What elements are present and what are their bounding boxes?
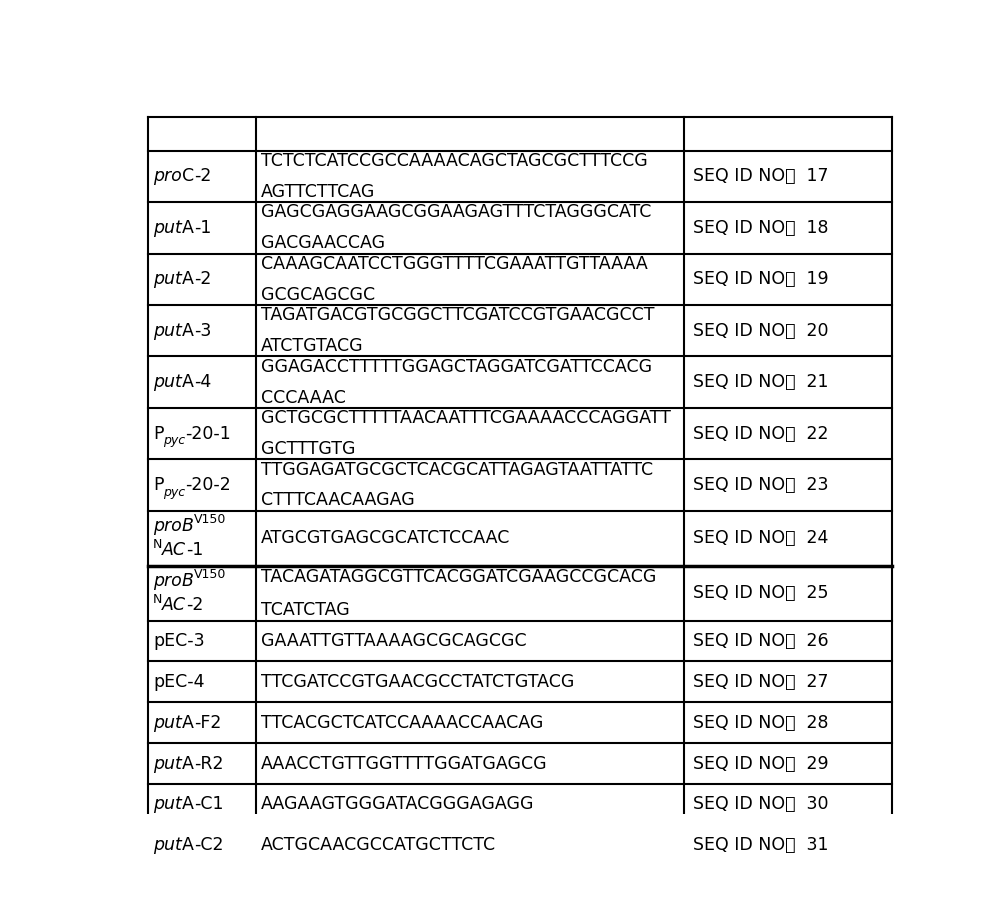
Text: GACGAACCAG: GACGAACCAG bbox=[261, 234, 385, 253]
Text: AGTTCTTCAG: AGTTCTTCAG bbox=[261, 183, 375, 200]
Text: SEQ ID NO：  29: SEQ ID NO： 29 bbox=[693, 755, 829, 772]
Text: SEQ ID NO：  25: SEQ ID NO： 25 bbox=[693, 584, 829, 602]
Text: -4: -4 bbox=[194, 373, 211, 391]
Text: pro: pro bbox=[153, 572, 182, 590]
Text: put: put bbox=[153, 322, 182, 339]
Text: put: put bbox=[153, 795, 182, 813]
Text: put: put bbox=[153, 755, 182, 772]
Text: -2: -2 bbox=[194, 167, 211, 186]
Text: GCTGCGCTTTTTAACAATTTCGAAAACCCAGGATT: GCTGCGCTTTTTAACAATTTCGAAAACCCAGGATT bbox=[261, 409, 671, 427]
Text: A: A bbox=[182, 714, 194, 732]
Text: SEQ ID NO：  24: SEQ ID NO： 24 bbox=[693, 529, 829, 547]
Text: ATCTGTACG: ATCTGTACG bbox=[261, 337, 363, 355]
Text: GAAATTGTTAAAAGCGCAGCGC: GAAATTGTTAAAAGCGCAGCGC bbox=[261, 632, 526, 650]
Text: put: put bbox=[153, 373, 182, 391]
Text: SEQ ID NO：  21: SEQ ID NO： 21 bbox=[693, 373, 829, 391]
Text: AAACCTGTTGGTTTTGGATGAGCG: AAACCTGTTGGTTTTGGATGAGCG bbox=[261, 755, 547, 772]
Text: ATGCGTGAGCGCATCTCCAAC: ATGCGTGAGCGCATCTCCAAC bbox=[261, 529, 510, 547]
Text: P: P bbox=[153, 425, 163, 443]
Text: pEC-4: pEC-4 bbox=[153, 673, 204, 691]
Text: SEQ ID NO：  27: SEQ ID NO： 27 bbox=[693, 673, 829, 691]
Text: A: A bbox=[182, 322, 194, 339]
Text: -3: -3 bbox=[194, 322, 211, 339]
Text: -1: -1 bbox=[186, 542, 204, 559]
Text: CTTTCAACAAGAG: CTTTCAACAAGAG bbox=[261, 491, 415, 510]
Text: A: A bbox=[182, 219, 194, 237]
Text: GAGCGAGGAAGCGGAAGAGTTTCTAGGGCATC: GAGCGAGGAAGCGGAAGAGTTTCTAGGGCATC bbox=[261, 203, 651, 221]
Text: C: C bbox=[182, 167, 194, 186]
Text: AAGAAGTGGGATACGGGAGAGG: AAGAAGTGGGATACGGGAGAGG bbox=[261, 795, 534, 813]
Text: TTCACGCTCATCCAAAACCAACAG: TTCACGCTCATCCAAAACCAACAG bbox=[261, 714, 543, 732]
Text: A: A bbox=[182, 755, 194, 772]
Text: pEC-3: pEC-3 bbox=[153, 632, 205, 650]
Text: P: P bbox=[153, 476, 163, 494]
Text: SEQ ID NO：  30: SEQ ID NO： 30 bbox=[693, 795, 829, 813]
Text: TTGGAGATGCGCTCACGCATTAGAGTAATTATTC: TTGGAGATGCGCTCACGCATTAGAGTAATTATTC bbox=[261, 460, 653, 479]
Text: TTCGATCCGTGAACGCCTATCTGTACG: TTCGATCCGTGAACGCCTATCTGTACG bbox=[261, 673, 574, 691]
Text: -20-1: -20-1 bbox=[186, 425, 231, 443]
Text: A: A bbox=[182, 795, 194, 813]
Text: SEQ ID NO：  31: SEQ ID NO： 31 bbox=[693, 836, 829, 855]
Text: SEQ ID NO：  20: SEQ ID NO： 20 bbox=[693, 322, 829, 339]
Text: AC: AC bbox=[162, 597, 186, 614]
Text: SEQ ID NO：  26: SEQ ID NO： 26 bbox=[693, 632, 829, 650]
Text: GCGCAGCGC: GCGCAGCGC bbox=[261, 285, 375, 304]
Text: SEQ ID NO：  17: SEQ ID NO： 17 bbox=[693, 167, 829, 186]
Text: CAAAGCAATCCTGGGTTTTCGAAATTGTTAAAA: CAAAGCAATCCTGGGTTTTCGAAATTGTTAAAA bbox=[261, 254, 648, 273]
Text: A: A bbox=[182, 270, 194, 288]
Text: pyc: pyc bbox=[163, 486, 186, 499]
Text: -F2: -F2 bbox=[194, 714, 221, 732]
Text: AC: AC bbox=[162, 542, 186, 559]
Text: -2: -2 bbox=[186, 597, 204, 614]
Text: -2: -2 bbox=[194, 270, 211, 288]
Text: pro: pro bbox=[153, 517, 182, 535]
Text: N: N bbox=[153, 593, 162, 607]
Text: GCTTTGTG: GCTTTGTG bbox=[261, 440, 355, 458]
Text: -1: -1 bbox=[194, 219, 211, 237]
Text: V150: V150 bbox=[194, 513, 226, 526]
Text: -R2: -R2 bbox=[194, 755, 223, 772]
Text: SEQ ID NO：  22: SEQ ID NO： 22 bbox=[693, 425, 829, 443]
Text: put: put bbox=[153, 270, 182, 288]
Text: put: put bbox=[153, 714, 182, 732]
Text: B: B bbox=[182, 517, 194, 535]
Text: SEQ ID NO：  28: SEQ ID NO： 28 bbox=[693, 714, 829, 732]
Text: put: put bbox=[153, 219, 182, 237]
Text: V150: V150 bbox=[194, 568, 226, 581]
Text: TCTCTCATCCGCCAAAACAGCTAGCGCTTTCCG: TCTCTCATCCGCCAAAACAGCTAGCGCTTTCCG bbox=[261, 152, 648, 170]
Text: -20-2: -20-2 bbox=[186, 476, 231, 494]
Text: A: A bbox=[182, 836, 194, 855]
Text: ACTGCAACGCCATGCTTCTC: ACTGCAACGCCATGCTTCTC bbox=[261, 836, 496, 855]
Text: GGAGACCTTTTTGGAGCTAGGATCGATTCCACG: GGAGACCTTTTTGGAGCTAGGATCGATTCCACG bbox=[261, 358, 652, 376]
Text: put: put bbox=[153, 836, 182, 855]
Text: -C1: -C1 bbox=[194, 795, 223, 813]
Text: CCCAAAC: CCCAAAC bbox=[261, 389, 346, 406]
Text: B: B bbox=[182, 572, 194, 590]
Text: TCATCTAG: TCATCTAG bbox=[261, 600, 350, 619]
Text: TACAGATAGGCGTTCACGGATCGAAGCCGCACG: TACAGATAGGCGTTCACGGATCGAAGCCGCACG bbox=[261, 567, 656, 586]
Text: pro: pro bbox=[153, 167, 182, 186]
Text: -C2: -C2 bbox=[194, 836, 223, 855]
Text: SEQ ID NO：  18: SEQ ID NO： 18 bbox=[693, 219, 829, 237]
Text: pyc: pyc bbox=[163, 435, 186, 447]
Text: TAGATGACGTGCGGCTTCGATCCGTGAACGCCT: TAGATGACGTGCGGCTTCGATCCGTGAACGCCT bbox=[261, 307, 654, 324]
Text: A: A bbox=[182, 373, 194, 391]
Text: SEQ ID NO：  23: SEQ ID NO： 23 bbox=[693, 476, 829, 494]
Text: SEQ ID NO：  19: SEQ ID NO： 19 bbox=[693, 270, 829, 288]
Text: N: N bbox=[153, 538, 162, 551]
